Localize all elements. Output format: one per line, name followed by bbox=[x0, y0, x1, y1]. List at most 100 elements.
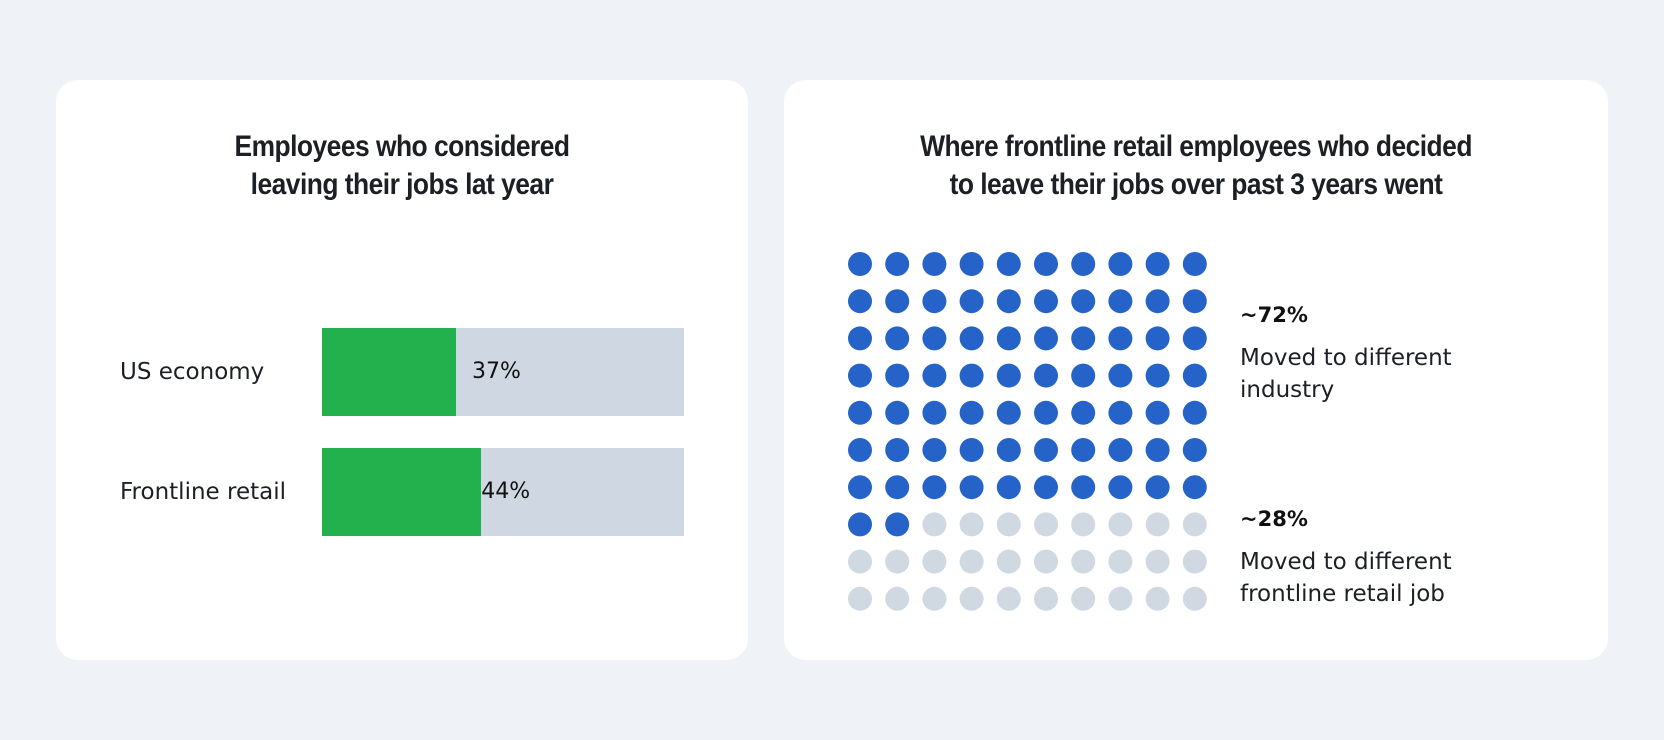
waffle-dot-48 bbox=[1145, 400, 1170, 425]
waffle-dot-76 bbox=[1071, 512, 1096, 537]
right-chart-title: Where frontline retail employees who dec… bbox=[833, 128, 1558, 204]
waffle-dot-90 bbox=[848, 586, 872, 611]
waffle-dot-54 bbox=[996, 438, 1021, 462]
waffle-dot-41 bbox=[885, 400, 910, 425]
waffle-dot-35 bbox=[1034, 363, 1058, 388]
waffle-dot-50 bbox=[848, 438, 872, 462]
waffle-dot-2 bbox=[922, 252, 947, 276]
waffle-dot-30 bbox=[848, 363, 872, 388]
waffle-dot-85 bbox=[1034, 549, 1058, 574]
waffle-dot-23 bbox=[959, 326, 984, 351]
waffle-dot-24 bbox=[996, 326, 1021, 351]
waffle-dot-5 bbox=[1034, 252, 1058, 276]
right-chart-card: Where frontline retail employees who dec… bbox=[784, 80, 1608, 660]
waffle-dot-64 bbox=[996, 475, 1021, 500]
waffle-dot-16 bbox=[1071, 289, 1096, 314]
legend-desc-retail-line-1: Moved to different bbox=[1240, 549, 1452, 575]
waffle-dot-45 bbox=[1034, 400, 1058, 425]
bar-value-frontline-retail: 44% bbox=[481, 479, 531, 504]
waffle-dot-69 bbox=[1182, 475, 1207, 500]
waffle-dot-27 bbox=[1108, 326, 1133, 351]
left-title-line-1: Employees who considered bbox=[234, 130, 570, 163]
waffle-dot-56 bbox=[1071, 438, 1096, 462]
waffle-dot-71 bbox=[885, 512, 910, 537]
bar-track-frontline-retail bbox=[322, 448, 684, 536]
waffle-dot-4 bbox=[996, 252, 1021, 276]
bar-row-us-economy: US economy 37% bbox=[56, 328, 748, 416]
legend-desc-different-industry: Moved to different industry bbox=[1240, 342, 1560, 406]
waffle-dot-93 bbox=[959, 586, 984, 611]
waffle-dot-67 bbox=[1108, 475, 1133, 500]
waffle-dot-20 bbox=[848, 326, 872, 351]
waffle-dot-81 bbox=[885, 549, 910, 574]
waffle-dot-95 bbox=[1034, 586, 1058, 611]
bar-track-us-economy bbox=[322, 328, 684, 416]
waffle-dot-75 bbox=[1034, 512, 1058, 537]
waffle-dot-1 bbox=[885, 252, 910, 276]
waffle-dot-40 bbox=[848, 400, 872, 425]
waffle-dot-9 bbox=[1182, 252, 1207, 276]
bar-label-us-economy: US economy bbox=[120, 359, 265, 385]
waffle-dot-34 bbox=[996, 363, 1021, 388]
waffle-dot-52 bbox=[922, 438, 947, 462]
waffle-dot-42 bbox=[922, 400, 947, 425]
waffle-dot-91 bbox=[885, 586, 910, 611]
waffle-dot-61 bbox=[885, 475, 910, 500]
waffle-dot-57 bbox=[1108, 438, 1133, 462]
waffle-dot-12 bbox=[922, 289, 947, 314]
waffle-dot-83 bbox=[959, 549, 984, 574]
left-chart-card: Employees who considered leaving their j… bbox=[56, 80, 748, 660]
waffle-dot-82 bbox=[922, 549, 947, 574]
waffle-dot-33 bbox=[959, 363, 984, 388]
legend-desc-industry-line-2: industry bbox=[1240, 377, 1335, 403]
waffle-dot-73 bbox=[959, 512, 984, 537]
bar-label-frontline-retail: Frontline retail bbox=[120, 479, 286, 505]
right-title-line-2: to leave their jobs over past 3 years we… bbox=[949, 168, 1443, 201]
waffle-dot-31 bbox=[885, 363, 910, 388]
waffle-dot-44 bbox=[996, 400, 1021, 425]
waffle-dot-96 bbox=[1071, 586, 1096, 611]
waffle-dot-92 bbox=[922, 586, 947, 611]
waffle-dot-89 bbox=[1182, 549, 1207, 574]
waffle-dot-86 bbox=[1071, 549, 1096, 574]
waffle-dot-94 bbox=[996, 586, 1021, 611]
bar-fill-us-economy bbox=[322, 328, 456, 416]
waffle-dot-19 bbox=[1182, 289, 1207, 314]
waffle-dot-66 bbox=[1071, 475, 1096, 500]
waffle-dot-3 bbox=[959, 252, 984, 276]
waffle-dot-87 bbox=[1108, 549, 1133, 574]
bar-row-frontline-retail: Frontline retail 44% bbox=[56, 448, 748, 536]
waffle-dot-36 bbox=[1071, 363, 1096, 388]
waffle-dot-28 bbox=[1145, 326, 1170, 351]
waffle-dot-72 bbox=[922, 512, 947, 537]
waffle-dot-99 bbox=[1182, 586, 1207, 611]
waffle-dot-63 bbox=[959, 475, 984, 500]
left-title-line-2: leaving their jobs lat year bbox=[250, 168, 554, 201]
waffle-dot-29 bbox=[1182, 326, 1207, 351]
waffle-dot-grid bbox=[848, 252, 1207, 611]
waffle-dot-58 bbox=[1145, 438, 1170, 462]
waffle-dot-37 bbox=[1108, 363, 1133, 388]
waffle-dot-70 bbox=[848, 512, 872, 537]
waffle-dot-60 bbox=[848, 475, 872, 500]
waffle-dot-47 bbox=[1108, 400, 1133, 425]
waffle-dot-68 bbox=[1145, 475, 1170, 500]
waffle-dot-32 bbox=[922, 363, 947, 388]
waffle-dot-74 bbox=[996, 512, 1021, 537]
waffle-dot-97 bbox=[1108, 586, 1133, 611]
legend-desc-frontline-retail-job: Moved to different frontline retail job bbox=[1240, 546, 1560, 610]
waffle-dot-78 bbox=[1145, 512, 1170, 537]
waffle-dot-21 bbox=[885, 326, 910, 351]
waffle-dot-43 bbox=[959, 400, 984, 425]
waffle-dot-25 bbox=[1034, 326, 1058, 351]
waffle-dot-7 bbox=[1108, 252, 1133, 276]
legend-desc-retail-line-2: frontline retail job bbox=[1240, 581, 1445, 607]
legend-pct-frontline-retail-job: ~28% bbox=[1240, 507, 1308, 531]
waffle-dot-88 bbox=[1145, 549, 1170, 574]
waffle-dot-17 bbox=[1108, 289, 1133, 314]
legend-desc-industry-line-1: Moved to different bbox=[1240, 345, 1452, 371]
waffle-dot-38 bbox=[1145, 363, 1170, 388]
waffle-dot-79 bbox=[1182, 512, 1207, 537]
waffle-dot-39 bbox=[1182, 363, 1207, 388]
waffle-dot-77 bbox=[1108, 512, 1133, 537]
